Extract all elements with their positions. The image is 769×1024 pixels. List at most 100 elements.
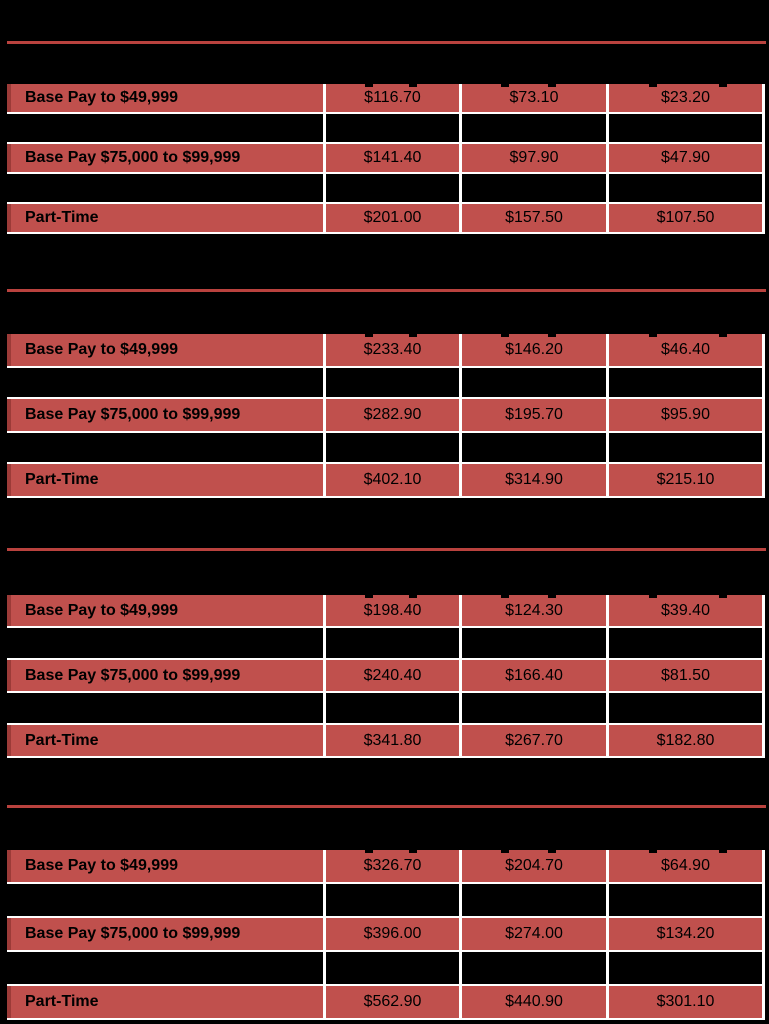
header-descender-mark (649, 84, 657, 87)
row-gridline (7, 366, 765, 368)
obscured-row (7, 368, 765, 397)
rate-cell: $47.90 (661, 149, 710, 166)
header-descender-mark (649, 334, 657, 337)
rate-cell: $64.90 (661, 857, 710, 874)
row-label: Base Pay to $49,999 (25, 857, 178, 874)
rate-cell: $81.50 (661, 666, 710, 684)
table-row: Part-Time $402.10 $314.90 $215.10 (7, 464, 765, 496)
rate-cell: $301.10 (656, 993, 715, 1010)
header-descender-mark (548, 84, 556, 87)
rate-cell: $215.10 (656, 471, 715, 488)
rate-cell: $157.50 (505, 209, 563, 226)
column-gridline (459, 174, 462, 202)
obscured-row (7, 114, 765, 142)
rate-cell: $124.30 (505, 601, 563, 619)
column-gridline (459, 952, 462, 984)
table-row: Base Pay $75,000 to $99,999 $240.40 $166… (7, 660, 765, 691)
row-gridline (7, 723, 765, 725)
row-gridline (7, 112, 765, 114)
rate-cell: $240.40 (363, 666, 422, 684)
header-descender-mark (719, 595, 727, 598)
column-gridline (762, 850, 765, 882)
column-gridline (762, 986, 765, 1018)
table-row: Part-Time $201.00 $157.50 $107.50 (7, 204, 765, 232)
column-gridline (459, 84, 462, 112)
rate-cell: $46.40 (661, 341, 710, 358)
header-descender-mark (501, 84, 509, 87)
column-gridline (606, 986, 609, 1018)
header-descender-mark (548, 595, 556, 598)
section-divider (7, 41, 766, 44)
rate-cell: $146.20 (505, 341, 563, 358)
rate-cell: $396.00 (363, 925, 422, 942)
header-descender-mark (501, 595, 509, 598)
column-gridline (323, 174, 326, 202)
rates-table: Base Pay to $49,999 $233.40 $146.20 $46.… (7, 334, 765, 498)
rate-cell: $326.70 (363, 857, 422, 874)
row-gridline (7, 202, 765, 204)
column-gridline (762, 693, 765, 723)
row-gridline (7, 232, 765, 234)
rate-cell: $116.70 (364, 89, 421, 106)
column-gridline (323, 368, 326, 397)
column-gridline (606, 952, 609, 984)
header-descender-mark (719, 334, 727, 337)
column-gridline (459, 433, 462, 462)
column-gridline (762, 918, 765, 950)
column-gridline (606, 725, 609, 756)
rate-cell: $95.90 (661, 406, 710, 423)
column-gridline (606, 884, 609, 916)
column-gridline (606, 399, 609, 431)
column-gridline (762, 114, 765, 142)
column-gridline (459, 918, 462, 950)
column-gridline (323, 204, 326, 232)
column-gridline (606, 628, 609, 658)
column-gridline (459, 595, 462, 626)
obscured-row (7, 174, 765, 202)
rate-cell: $267.70 (505, 731, 563, 749)
rate-cell: $182.80 (656, 731, 715, 749)
column-gridline (762, 628, 765, 658)
column-gridline (762, 174, 765, 202)
header-descender-mark (365, 334, 373, 337)
section-divider (7, 548, 766, 551)
table-row: Part-Time $562.90 $440.90 $301.10 (7, 986, 765, 1018)
column-gridline (606, 660, 609, 691)
column-gridline (323, 595, 326, 626)
column-gridline (323, 144, 326, 172)
column-gridline (323, 986, 326, 1018)
column-gridline (323, 693, 326, 723)
rate-cell: $134.20 (656, 925, 715, 942)
rate-cell: $107.50 (656, 209, 715, 226)
rate-cell: $201.00 (363, 209, 422, 226)
row-label: Base Pay $75,000 to $99,999 (25, 666, 241, 684)
header-descender-mark (649, 850, 657, 853)
column-gridline (762, 595, 765, 626)
column-gridline (606, 334, 609, 366)
column-gridline (762, 660, 765, 691)
column-gridline (459, 204, 462, 232)
header-descender-mark (409, 84, 417, 87)
rate-cell: $195.70 (505, 406, 563, 423)
row-gridline (7, 658, 765, 660)
table-row: Part-Time $341.80 $267.70 $182.80 (7, 725, 765, 756)
column-gridline (323, 918, 326, 950)
row-label: Base Pay to $49,999 (25, 341, 178, 358)
rate-cell: $402.10 (363, 471, 422, 488)
column-gridline (323, 399, 326, 431)
rate-cell: $23.20 (661, 89, 710, 106)
header-descender-mark (409, 850, 417, 853)
section-divider (7, 289, 766, 292)
rate-cell: $198.40 (363, 601, 422, 619)
column-gridline (762, 725, 765, 756)
row-gridline (7, 756, 765, 758)
rates-table: Base Pay to $49,999 $198.40 $124.30 $39.… (7, 595, 765, 758)
column-gridline (459, 850, 462, 882)
header-descender-mark (409, 334, 417, 337)
row-gridline (7, 691, 765, 693)
row-gridline (7, 984, 765, 986)
rate-cell: $274.00 (505, 925, 563, 942)
row-label: Part-Time (25, 993, 99, 1010)
rate-cell: $73.10 (509, 89, 559, 106)
